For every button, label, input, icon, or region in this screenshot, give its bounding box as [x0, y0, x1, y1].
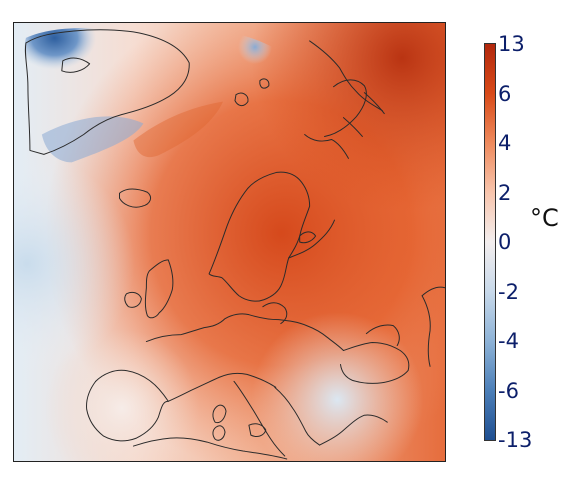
iceland-warm-streak: [133, 101, 224, 158]
tick-13: 13: [498, 32, 525, 56]
tick-0: 0: [498, 230, 512, 254]
tick-2: 2: [498, 181, 512, 205]
map-svg: [14, 23, 445, 461]
tick-minus-13: -13: [498, 428, 533, 452]
colorbar-unit-label: °C: [530, 204, 559, 232]
temperature-anomaly-map: [13, 22, 446, 462]
barents-cold-region: [193, 27, 300, 135]
greenland-edge-cold: [41, 116, 144, 163]
tick-6: 6: [498, 82, 512, 106]
tick-4: 4: [498, 131, 512, 155]
tick-minus-6: -6: [498, 379, 519, 403]
tick-minus-4: -4: [498, 329, 519, 353]
colorbar: [484, 43, 496, 441]
tick-minus-2: -2: [498, 280, 519, 304]
coastlines: [24, 29, 445, 460]
